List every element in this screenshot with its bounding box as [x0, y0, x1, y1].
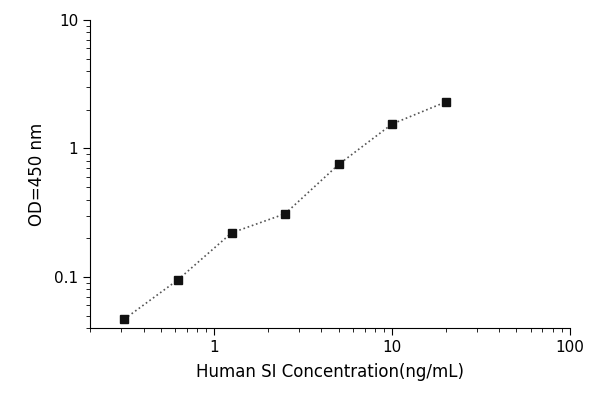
Y-axis label: OD=450 nm: OD=450 nm: [28, 122, 46, 226]
X-axis label: Human SI Concentration(ng/mL): Human SI Concentration(ng/mL): [196, 363, 464, 381]
